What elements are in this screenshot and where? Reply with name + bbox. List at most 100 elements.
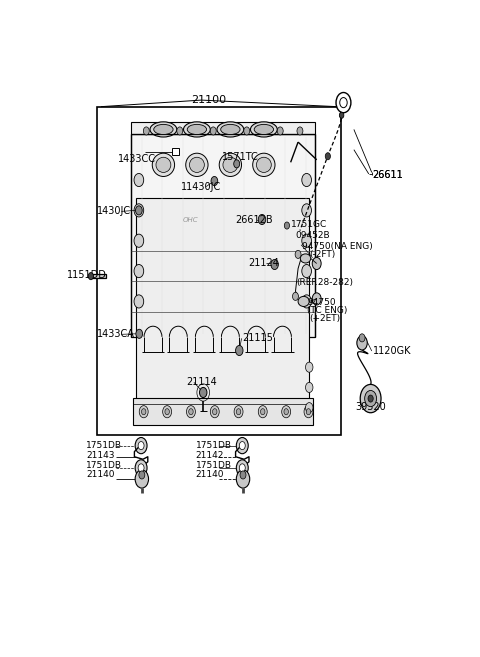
Circle shape [200,388,207,397]
Text: 26611: 26611 [372,170,403,180]
Text: 1751DB: 1751DB [86,441,122,450]
Text: 09452B: 09452B [295,231,330,240]
Text: 11430JC: 11430JC [181,181,221,192]
Ellipse shape [156,157,171,172]
Circle shape [135,438,147,454]
Circle shape [136,329,143,338]
Text: 1751DB: 1751DB [86,461,122,470]
Circle shape [261,409,265,415]
Circle shape [305,382,313,392]
Circle shape [88,273,94,280]
Text: 1433CA: 1433CA [97,329,135,339]
Text: 1151DD: 1151DD [67,270,108,280]
Circle shape [339,112,344,118]
Circle shape [134,234,144,247]
Circle shape [186,405,195,418]
Circle shape [144,127,149,135]
Circle shape [244,127,250,135]
Circle shape [139,471,145,479]
Circle shape [135,460,147,476]
Circle shape [210,127,216,135]
Circle shape [365,390,377,407]
Circle shape [271,260,278,269]
Text: 1751GC: 1751GC [290,220,327,229]
Circle shape [340,97,347,108]
Text: 21143: 21143 [86,451,115,460]
Ellipse shape [190,157,204,172]
Ellipse shape [298,296,309,306]
Circle shape [234,405,243,418]
Circle shape [336,93,351,113]
Text: 21142: 21142 [196,451,224,460]
Circle shape [312,293,321,305]
Bar [97,106,341,436]
Circle shape [297,127,303,135]
Bar [172,148,179,155]
Ellipse shape [221,124,240,135]
Circle shape [305,403,313,413]
Circle shape [177,127,183,135]
Circle shape [368,395,373,402]
Text: 26611: 26611 [372,170,403,180]
Circle shape [134,204,144,217]
Circle shape [302,204,312,217]
Ellipse shape [223,157,238,172]
Text: 39320: 39320 [356,401,386,412]
Text: 21140: 21140 [196,470,224,480]
Ellipse shape [254,124,274,135]
Circle shape [302,173,312,187]
Circle shape [236,438,248,454]
Circle shape [134,265,144,278]
Circle shape [236,470,250,488]
Circle shape [211,177,218,185]
Bar [131,122,315,135]
Ellipse shape [154,124,173,135]
Circle shape [163,405,172,418]
Ellipse shape [186,153,208,177]
Text: 1120GK: 1120GK [372,346,411,356]
Text: (REF.28-282): (REF.28-282) [296,278,353,286]
Text: 94750: 94750 [307,298,336,307]
Circle shape [258,214,266,225]
Bar [92,274,106,278]
Text: 21100: 21100 [191,95,227,105]
Circle shape [142,409,146,415]
Circle shape [240,471,246,479]
Circle shape [302,234,312,247]
Bar [132,397,313,425]
Circle shape [305,362,313,373]
Circle shape [284,222,289,229]
Text: 1751DB: 1751DB [196,441,232,450]
Ellipse shape [219,153,241,177]
Circle shape [277,127,283,135]
Circle shape [134,295,144,308]
Circle shape [236,346,243,355]
Circle shape [135,206,142,215]
Circle shape [138,464,144,472]
Circle shape [213,409,217,415]
Text: 1571TC: 1571TC [222,152,259,162]
Circle shape [325,152,330,160]
Bar [131,135,315,337]
Ellipse shape [152,153,175,177]
Circle shape [292,292,299,300]
Ellipse shape [183,122,210,137]
Circle shape [240,464,245,472]
Text: 21114: 21114 [186,377,217,388]
Circle shape [359,334,365,342]
Circle shape [134,173,144,187]
Text: 94750(NA ENG): 94750(NA ENG) [302,242,372,251]
Ellipse shape [187,124,206,135]
Text: 21140: 21140 [86,470,115,480]
Circle shape [284,409,288,415]
Text: OHC: OHC [182,217,198,223]
Circle shape [240,442,245,449]
Circle shape [302,295,312,308]
Text: (+2ET): (+2ET) [309,314,340,323]
Ellipse shape [150,122,177,137]
Circle shape [138,442,144,449]
Circle shape [210,405,219,418]
Text: 21115: 21115 [242,333,273,344]
Bar [136,198,309,405]
Circle shape [282,405,290,418]
